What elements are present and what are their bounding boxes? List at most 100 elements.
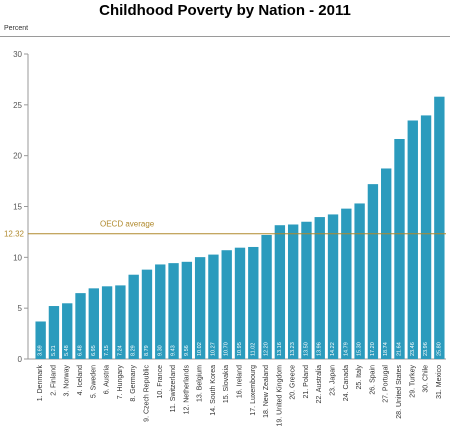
x-category-label: 19. United Kingdom (276, 365, 283, 427)
bar (354, 203, 365, 359)
y-tick-label: 25 (13, 101, 22, 110)
x-category-label: 8. Germany (130, 365, 137, 402)
x-category-label: 15. Slovakia (223, 365, 230, 403)
bar (35, 321, 46, 359)
bar (101, 286, 113, 359)
x-category-label: 2. Finland (50, 365, 57, 396)
bar-value-label: 21.64 (396, 342, 402, 356)
bar-value-label: 5.48 (64, 345, 70, 356)
x-category-label: 20. Greece (290, 365, 297, 400)
bar-value-label: 13.96 (317, 342, 323, 356)
bar (75, 293, 86, 359)
bars: 3.69 5.21 5.48 6.48 6.95 7.15 7.24 8.29 8.79 9.30… (35, 96, 445, 360)
bar (367, 184, 379, 359)
x-category-label: 14. South Korea (210, 365, 217, 416)
bar (248, 246, 259, 359)
bar (301, 221, 312, 359)
bar-value-label: 14.79 (343, 342, 349, 356)
bar (115, 285, 126, 359)
x-category-label: 31. Mexico (436, 365, 443, 399)
bar-value-label: 8.29 (131, 345, 137, 356)
bar (434, 96, 445, 359)
bar-value-label: 17.20 (370, 342, 376, 356)
x-category-label: 1. Denmark (37, 365, 44, 402)
bar-value-label: 6.48 (78, 345, 84, 356)
bar-value-label: 13.50 (303, 342, 309, 356)
x-category-label: 22. Australia (316, 365, 323, 404)
bar (194, 257, 206, 359)
x-category-label: 4. Iceland (77, 365, 84, 395)
bar (48, 306, 60, 359)
y-tick-label: 10 (13, 253, 22, 262)
bar-value-label: 9.30 (157, 345, 163, 356)
x-category-label: 10. France (157, 365, 164, 399)
x-category-label: 9. Czech Republic (143, 365, 150, 422)
bar-value-label: 3.69 (38, 345, 44, 356)
y-tick-label: 30 (13, 50, 22, 59)
bar-value-label: 10.27 (210, 342, 216, 356)
category-labels: 1. Denmark 2. Finland 3. Norway 4. Iceland 5… (37, 365, 443, 427)
x-category-label: 26. Spain (369, 365, 376, 395)
bar-value-label: 13.16 (277, 342, 283, 356)
bar (394, 138, 405, 359)
bar (62, 303, 73, 359)
x-category-label: 27. Portugal (383, 365, 390, 403)
bar (168, 263, 179, 359)
y-tick-label: 0 (18, 355, 23, 364)
x-category-label: 6. Austria (104, 365, 111, 394)
y-tick-label: 20 (13, 152, 22, 161)
bar-value-label: 25.80 (436, 342, 442, 356)
x-category-label: 25. Italy (356, 365, 363, 390)
bar (141, 269, 153, 359)
bar-value-label: 14.22 (330, 342, 336, 356)
bar (407, 120, 418, 360)
bar-value-label: 10.70 (224, 342, 230, 356)
x-category-label: 3. Norway (64, 365, 71, 397)
bar-value-label: 7.24 (117, 345, 123, 356)
bar-value-label: 23.96 (423, 342, 429, 356)
bar (314, 217, 325, 359)
x-category-label: 13. Belgium (197, 365, 204, 402)
y-axis-ticks: 0 5 10 15 20 25 30 (13, 50, 28, 364)
bar-value-label: 10.02 (197, 342, 203, 356)
x-category-label: 12. Netherlands (183, 365, 190, 415)
bar (381, 168, 392, 359)
bar (327, 214, 339, 359)
reference-line-group: OECD average 12.32 (4, 220, 446, 239)
bar (287, 224, 299, 359)
bar (208, 254, 219, 359)
oecd-average-value: 12.32 (4, 230, 25, 239)
y-tick-label: 5 (18, 304, 23, 313)
bar (88, 288, 99, 359)
bar (221, 250, 232, 359)
bar-value-label: 12.20 (264, 342, 270, 356)
x-category-label: 24. Canada (343, 365, 350, 401)
bar-value-label: 10.95 (237, 342, 243, 356)
bar-value-label: 6.95 (91, 345, 97, 356)
bar (128, 274, 139, 359)
bar-value-label: 15.30 (357, 342, 363, 356)
bar-value-label: 9.43 (171, 345, 177, 356)
y-tick-label: 15 (13, 203, 22, 212)
x-category-label: 30. Chile (423, 365, 430, 393)
x-category-label: 21. Poland (303, 365, 310, 399)
x-category-label: 28. United States (396, 365, 403, 419)
y-axis-label: Percent (4, 25, 29, 32)
x-category-label: 7. Hungary (117, 365, 124, 400)
bar (420, 115, 432, 359)
bar (234, 247, 246, 359)
bar (274, 225, 286, 359)
bar-value-label: 5.21 (51, 345, 57, 356)
bar-value-label: 7.15 (104, 345, 110, 356)
x-category-label: 11. Switzerland (170, 365, 177, 412)
bar (341, 208, 352, 359)
bar-value-label: 18.74 (383, 342, 389, 356)
bar (261, 234, 272, 359)
x-category-label: 16. Ireland (237, 365, 244, 398)
bar-value-label: 23.46 (410, 342, 416, 356)
oecd-average-label: OECD average (100, 220, 155, 229)
x-category-label: 23. Japan (330, 365, 337, 396)
x-category-label: 29. Turkey (409, 365, 416, 398)
x-category-label: 5. Sweden (90, 365, 97, 398)
bar-value-label: 11.02 (250, 343, 256, 356)
